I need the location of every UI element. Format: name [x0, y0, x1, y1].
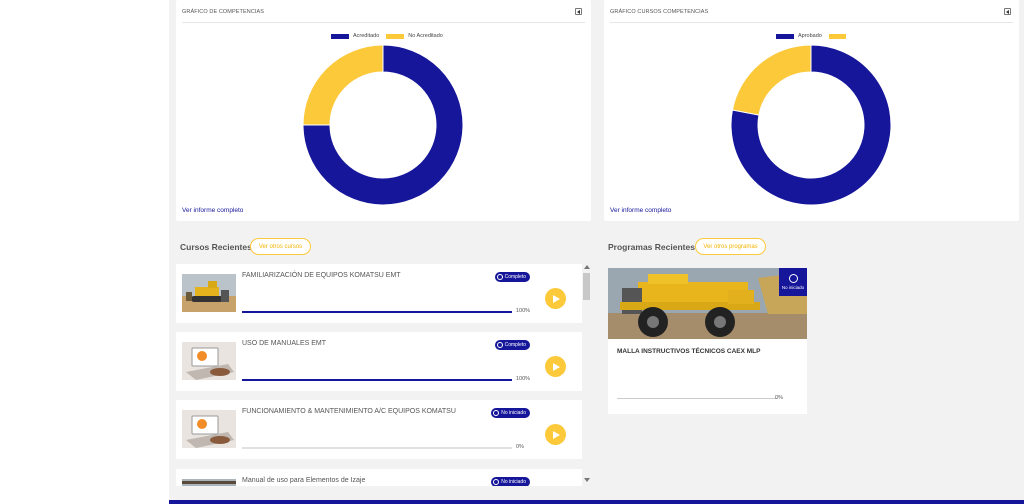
divider [610, 22, 1013, 23]
courses-section-title: Cursos Recientes [180, 242, 252, 252]
progress-percent: 100% [516, 376, 531, 382]
progress-bar [242, 379, 512, 381]
more-courses-button[interactable]: Ver otros cursos [250, 238, 311, 255]
empty-circle-icon [788, 274, 798, 283]
chart-title: GRÁFICO CURSOS COMPETENCIAS [610, 9, 709, 15]
course-card[interactable]: FUNCIONAMIENTO & MANTENIMIENTO A/C EQUIP… [176, 400, 582, 459]
status-badge: No iniciado [779, 268, 807, 296]
play-icon[interactable] [545, 424, 566, 445]
play-icon[interactable] [545, 288, 566, 309]
check-circle-icon [496, 342, 503, 348]
laptop-thumbnail [182, 410, 236, 448]
progress-bar [242, 447, 512, 449]
course-card[interactable]: USO DE MANUALES EMT Completo 100% [176, 332, 582, 391]
laptop-thumbnail [182, 342, 236, 380]
legend-swatch-no-acreditado[interactable] [386, 33, 405, 39]
legend-swatch-other[interactable] [828, 33, 846, 39]
progress-fill [242, 379, 512, 381]
donut-slice-acreditado[interactable] [302, 44, 464, 206]
progress-fill [242, 311, 512, 313]
course-card[interactable]: Manual de uso para Elementos de Izaje No… [176, 469, 582, 486]
mining-truck-image[interactable]: No iniciado [608, 268, 807, 339]
check-circle-icon [496, 274, 503, 280]
course-title[interactable]: USO DE MANUALES EMT [242, 340, 327, 347]
bulldozer-thumbnail [182, 274, 236, 312]
donut-chart-cursos-competencias [730, 44, 892, 206]
legend-swatch-acreditado[interactable] [331, 33, 349, 39]
legend-label-acreditado[interactable]: Acreditado [353, 33, 380, 39]
divider [182, 22, 585, 23]
more-programs-button[interactable]: Ver otros programas [695, 238, 766, 255]
report-link-competencias[interactable]: Ver informe completo [182, 207, 244, 214]
collapse-icon[interactable] [575, 8, 582, 15]
donut-slice-no-acreditado[interactable] [302, 44, 384, 126]
progress-bar [242, 311, 512, 313]
chart-legend: Aprobado [776, 33, 846, 39]
progress-percent: 0% [516, 444, 524, 450]
course-title[interactable]: FAMILIARIZACIÓN DE EQUIPOS KOMATSU EMT [242, 272, 401, 279]
status-label: No iniciado [501, 410, 526, 416]
program-title[interactable]: MALLA INSTRUCTIVOS TÉCNICOS CAEX MLP [617, 348, 761, 355]
donut-slice-aprobado[interactable] [730, 44, 892, 206]
report-link-cursos-competencias[interactable]: Ver informe completo [610, 207, 672, 214]
chart-legend: Acreditado No Acreditado [331, 33, 443, 39]
empty-circle-icon [493, 479, 500, 485]
chart-card-cursos-competencias: GRÁFICO CURSOS COMPETENCIAS Aprobado Ver… [604, 0, 1019, 221]
play-icon[interactable] [545, 356, 566, 377]
scroll-up-icon[interactable] [584, 265, 590, 269]
course-card[interactable]: FAMILIARIZACIÓN DE EQUIPOS KOMATSU EMT C… [176, 264, 582, 323]
status-label: Completo [504, 274, 526, 280]
progress-percent: 100% [516, 308, 531, 314]
program-card[interactable]: No iniciado MALLA INSTRUCTIVOS TÉCNICOS … [608, 268, 807, 414]
programs-section-title: Programas Recientes [608, 242, 695, 252]
courses-scrollbar[interactable] [582, 264, 591, 486]
status-badge: Completo [494, 340, 530, 350]
donut-slice-other[interactable] [731, 44, 812, 116]
footer-bar [169, 500, 1024, 504]
progress-bar [617, 398, 777, 399]
scroll-thumb[interactable] [583, 273, 590, 300]
crane-thumbnail [182, 479, 236, 486]
status-badge: No iniciado [491, 408, 530, 418]
status-badge: Completo [494, 272, 530, 282]
legend-swatch-aprobado[interactable] [776, 33, 794, 39]
collapse-icon[interactable] [1004, 8, 1011, 15]
course-title[interactable]: FUNCIONAMIENTO & MANTENIMIENTO A/C EQUIP… [242, 408, 456, 415]
legend-label-aprobado[interactable]: Aprobado [798, 33, 822, 39]
chart-card-competencias: GRÁFICO DE COMPETENCIAS Acreditado No Ac… [176, 0, 591, 221]
course-title[interactable]: Manual de uso para Elementos de Izaje [242, 477, 366, 484]
status-badge: No iniciado [491, 477, 530, 486]
chart-title: GRÁFICO DE COMPETENCIAS [182, 9, 265, 15]
legend-label-no-acreditado[interactable]: No Acreditado [408, 33, 443, 39]
progress-percent: 0% [775, 395, 783, 401]
status-label: Completo [504, 342, 526, 348]
recent-courses-list[interactable]: FAMILIARIZACIÓN DE EQUIPOS KOMATSU EMT C… [176, 264, 591, 486]
status-label: No iniciado [781, 285, 805, 290]
empty-circle-icon [493, 410, 500, 416]
scroll-down-icon[interactable] [584, 478, 590, 482]
donut-chart-competencias [302, 44, 464, 206]
status-label: No iniciado [501, 479, 526, 485]
